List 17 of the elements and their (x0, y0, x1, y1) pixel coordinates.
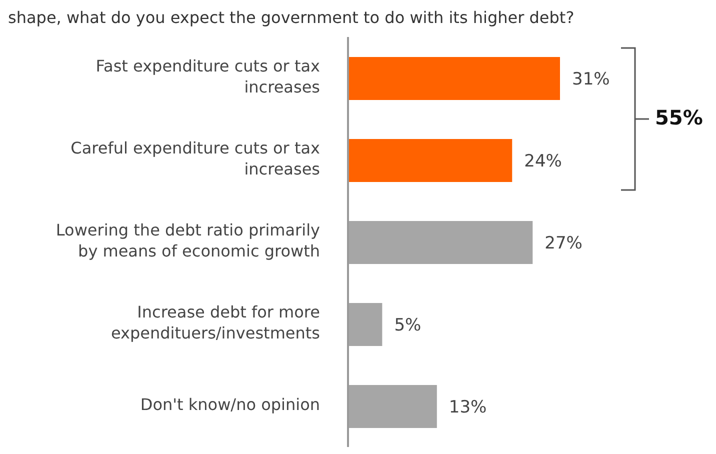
y-tick-label: Increase debt for more expendituers/investments (110, 302, 320, 343)
data-label: 13% (448, 398, 487, 418)
bar (348, 139, 512, 182)
data-label: 27% (544, 234, 582, 254)
y-tick-label: Don't know/no opinion (140, 395, 320, 414)
data-label: 31% (572, 70, 610, 90)
y-tick-label: Lowering the debt ratio primarily by means of economic growth (56, 220, 320, 261)
data-label: 24% (524, 152, 562, 172)
y-tick-label: Fast expenditure cuts or tax increases (96, 56, 320, 97)
bar (348, 221, 533, 264)
y-tick-label: Careful expenditure cuts or tax increases (70, 138, 320, 179)
chart-title: shape, what do you expect the government to do with its higher debt? (8, 8, 576, 29)
bar (348, 385, 437, 428)
data-label: 5% (394, 316, 422, 336)
text: 55% (655, 105, 703, 130)
bar (348, 303, 382, 346)
bar (348, 57, 560, 100)
